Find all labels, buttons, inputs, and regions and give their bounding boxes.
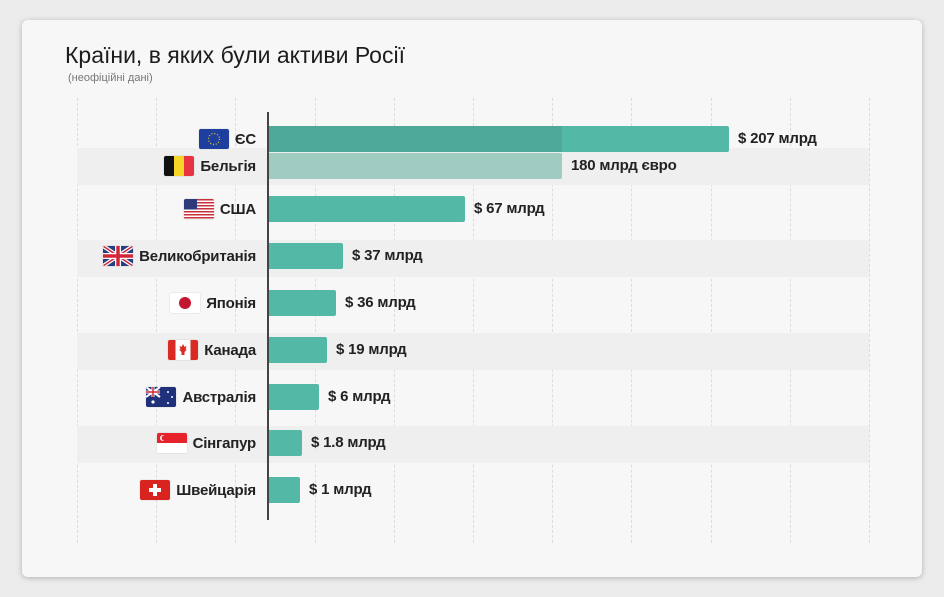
category-name: ЄС — [234, 130, 256, 148]
uk-flag-icon — [103, 246, 134, 266]
gridline — [314, 98, 316, 543]
belgium-flag-icon — [164, 156, 195, 176]
chart-card: Країни, в яких були активи Росії (неофіц… — [22, 20, 922, 577]
bar-6 — [268, 337, 327, 363]
gridline — [156, 98, 158, 543]
data-label: $ 207 млрд — [738, 130, 817, 147]
bar-3 — [268, 196, 465, 222]
category-name: Бельгія — [200, 157, 256, 175]
bar-2 — [268, 153, 562, 179]
eu-flag-icon — [198, 129, 229, 149]
singapore-flag-icon — [156, 433, 187, 453]
gridline — [552, 98, 554, 543]
chart-subtitle: (неофіційні дані) — [68, 72, 153, 84]
category-label: Австралія — [146, 387, 256, 407]
data-label: $ 36 млрд — [345, 294, 416, 311]
row-band — [77, 426, 869, 463]
category-name: Канада — [204, 341, 256, 359]
data-label: $ 19 млрд — [336, 341, 407, 358]
bar-5 — [268, 290, 336, 316]
category-label: Швейцарія — [140, 480, 256, 500]
gridline — [393, 98, 395, 543]
bar-4 — [268, 243, 343, 269]
category-label: ЄС — [198, 129, 256, 149]
gridline — [631, 98, 633, 543]
category-label: Сінгапур — [156, 433, 257, 453]
category-name: Австралія — [182, 388, 256, 406]
bar-9 — [268, 477, 300, 503]
category-label: Канада — [168, 340, 256, 360]
bar-overlap — [268, 126, 562, 152]
category-name: Японія — [206, 294, 256, 312]
category-label: Великобританія — [103, 246, 256, 266]
data-label: $ 37 млрд — [352, 247, 423, 264]
category-name: США — [219, 200, 256, 218]
y-axis-line — [267, 112, 269, 520]
bar-7 — [268, 384, 319, 410]
data-label: $ 1.8 млрд — [311, 434, 386, 451]
gridline — [869, 98, 870, 543]
category-name: Великобританія — [139, 247, 256, 265]
bar-8 — [268, 430, 302, 456]
data-label: 180 млрд євро — [571, 157, 677, 174]
gridline — [235, 98, 237, 543]
switzerland-flag-icon — [140, 480, 171, 500]
gridline — [473, 98, 474, 543]
usa-flag-icon — [183, 199, 214, 219]
category-name: Сінгапур — [192, 434, 257, 452]
row-band — [77, 240, 869, 277]
gridline — [77, 98, 78, 543]
category-label: Японія — [170, 293, 256, 313]
row-band — [77, 333, 869, 370]
canada-flag-icon — [168, 340, 199, 360]
chart-title: Країни, в яких були активи Росії — [65, 42, 405, 68]
japan-flag-icon — [170, 293, 201, 313]
gridline — [789, 98, 791, 543]
category-label: США — [183, 199, 256, 219]
data-label: $ 6 млрд — [328, 388, 391, 405]
category-label: Бельгія — [164, 156, 256, 176]
gridline — [710, 98, 712, 543]
data-label: $ 67 млрд — [474, 200, 545, 217]
category-name: Швейцарія — [176, 481, 256, 499]
australia-flag-icon — [146, 387, 177, 407]
data-label: $ 1 млрд — [309, 481, 372, 498]
